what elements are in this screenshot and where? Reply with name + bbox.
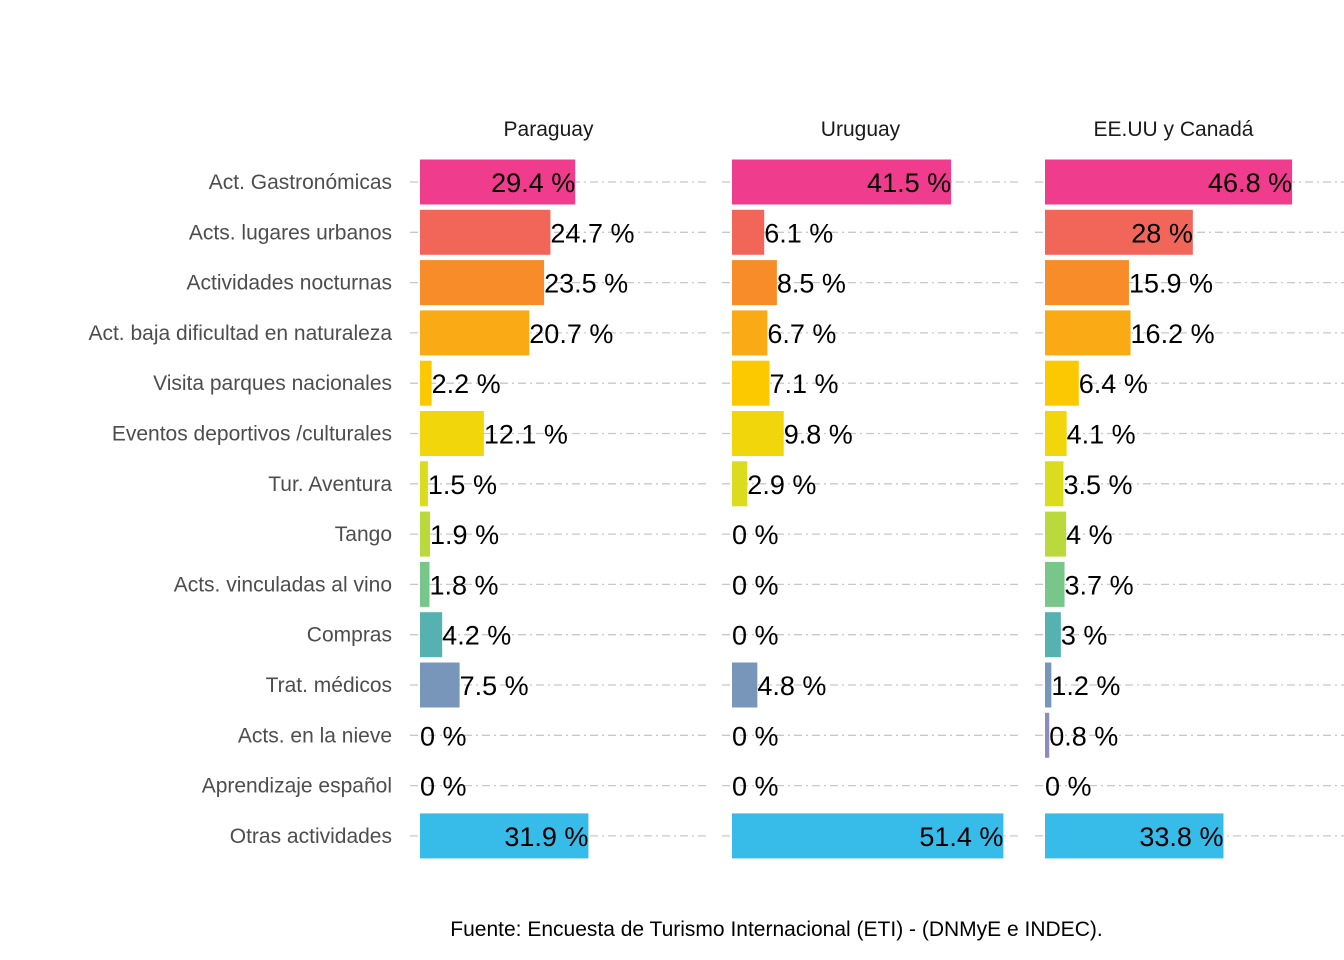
bar: [732, 360, 770, 406]
category-label: Otras actividades: [230, 825, 392, 848]
panel-titles: Paraguay Uruguay EE.UU y Canadá: [504, 118, 1254, 141]
bar: [1045, 159, 1293, 205]
bar: [1045, 209, 1193, 255]
category-label: Act. baja dificultad en naturaleza: [88, 322, 392, 345]
bar: [420, 461, 428, 507]
category-label: Aprendizaje español: [202, 775, 392, 798]
data-label: 20.7 %: [529, 319, 613, 349]
data-label: 0 %: [732, 721, 779, 751]
bar: [1045, 360, 1079, 406]
data-label: 33.8 %: [1139, 822, 1223, 852]
data-label: 2.9 %: [747, 470, 816, 500]
data-label: 7.1 %: [769, 369, 838, 399]
data-label: 6.7 %: [767, 319, 836, 349]
bar: [1045, 813, 1224, 859]
data-label: 4.1 %: [1067, 420, 1136, 450]
bar: [420, 411, 484, 456]
data-label: 16.2 %: [1131, 319, 1215, 349]
category-label: Actividades nocturnas: [187, 272, 392, 295]
bar: [732, 461, 748, 507]
data-label: 0 %: [732, 570, 779, 600]
data-label: 6.4 %: [1079, 369, 1148, 399]
bar: [732, 159, 952, 205]
data-label: 12.1 %: [484, 420, 568, 450]
category-label: Compras: [307, 624, 392, 647]
data-label: 0 %: [732, 621, 779, 651]
category-label: Tur. Aventura: [268, 473, 392, 496]
bar: [732, 209, 765, 255]
bar: [420, 612, 443, 658]
data-label: 46.8 %: [1208, 168, 1292, 198]
bar: [420, 209, 551, 255]
bar: [1045, 310, 1131, 356]
data-label: 6.1 %: [764, 218, 833, 248]
bar: [732, 411, 784, 456]
data-label: 1.9 %: [430, 520, 499, 550]
data-label: 4 %: [1066, 520, 1113, 550]
category-label: Act. Gastronómicas: [209, 171, 392, 194]
bar: [1045, 612, 1061, 658]
bar: [732, 310, 768, 356]
data-label: 29.4 %: [491, 168, 575, 198]
bar: [1045, 712, 1050, 758]
data-label: 4.8 %: [757, 671, 826, 701]
category-label: Acts. en la nieve: [238, 724, 392, 747]
bar: [420, 813, 589, 859]
bar: [1045, 662, 1052, 708]
data-label: 8.5 %: [777, 269, 846, 299]
panel-title: EE.UU y Canadá: [1094, 118, 1254, 141]
bar: [420, 260, 545, 306]
data-label: 9.8 %: [784, 420, 853, 450]
bar: [1045, 411, 1067, 456]
data-label: 23.5 %: [544, 269, 628, 299]
bar: [420, 360, 432, 406]
data-label: 41.5 %: [867, 168, 951, 198]
category-label: Visita parques nacionales: [153, 372, 392, 395]
data-label: 51.4 %: [919, 822, 1003, 852]
data-label: 0 %: [732, 772, 779, 802]
bar: [1045, 461, 1064, 507]
bar: [732, 662, 758, 708]
labels-layer: 29.4 % 24.7 % 23.5 % 20.7 % 2.2 % 12.1 % 1.5 %…: [420, 168, 1292, 852]
data-label: 1.2 %: [1051, 671, 1120, 701]
category-label: Acts. lugares urbanos: [189, 221, 392, 244]
category-label: Acts. vinculadas al vino: [174, 573, 392, 596]
data-label: 1.8 %: [430, 570, 499, 600]
bar: [732, 260, 777, 306]
data-label: 0 %: [420, 721, 467, 751]
data-label: 28 %: [1131, 218, 1193, 248]
bar: [1045, 260, 1129, 306]
bar: [420, 310, 530, 356]
data-label: 1.5 %: [428, 470, 497, 500]
panel-title: Uruguay: [821, 118, 901, 141]
bar: [420, 159, 576, 205]
data-label: 3 %: [1061, 621, 1108, 651]
category-label: Trat. médicos: [266, 674, 392, 697]
category-axis: Act. Gastronómicas Acts. lugares urbanos A…: [88, 171, 392, 848]
data-label: 0 %: [732, 520, 779, 550]
bar: [420, 662, 460, 708]
bar: [732, 813, 1004, 859]
data-label: 7.5 %: [460, 671, 529, 701]
data-label: 0 %: [1045, 772, 1092, 802]
bar: [420, 561, 430, 607]
data-label: 0.8 %: [1049, 721, 1118, 751]
data-label: 0 %: [420, 772, 467, 802]
bar: [1045, 561, 1065, 607]
data-label: 3.5 %: [1063, 470, 1132, 500]
category-label: Eventos deportivos /culturales: [112, 423, 392, 446]
bars-layer: [420, 159, 1293, 859]
bar: [1045, 511, 1067, 557]
chart-caption: Fuente: Encuesta de Turismo Internaciona…: [450, 918, 1103, 941]
data-label: 4.2 %: [442, 621, 511, 651]
category-label: Tango: [335, 523, 392, 546]
data-label: 15.9 %: [1129, 269, 1213, 299]
data-label: 2.2 %: [432, 369, 501, 399]
data-label: 31.9 %: [504, 822, 588, 852]
bar: [420, 511, 431, 557]
data-label: 24.7 %: [550, 218, 634, 248]
data-label: 3.7 %: [1065, 570, 1134, 600]
panel-title: Paraguay: [504, 118, 594, 141]
